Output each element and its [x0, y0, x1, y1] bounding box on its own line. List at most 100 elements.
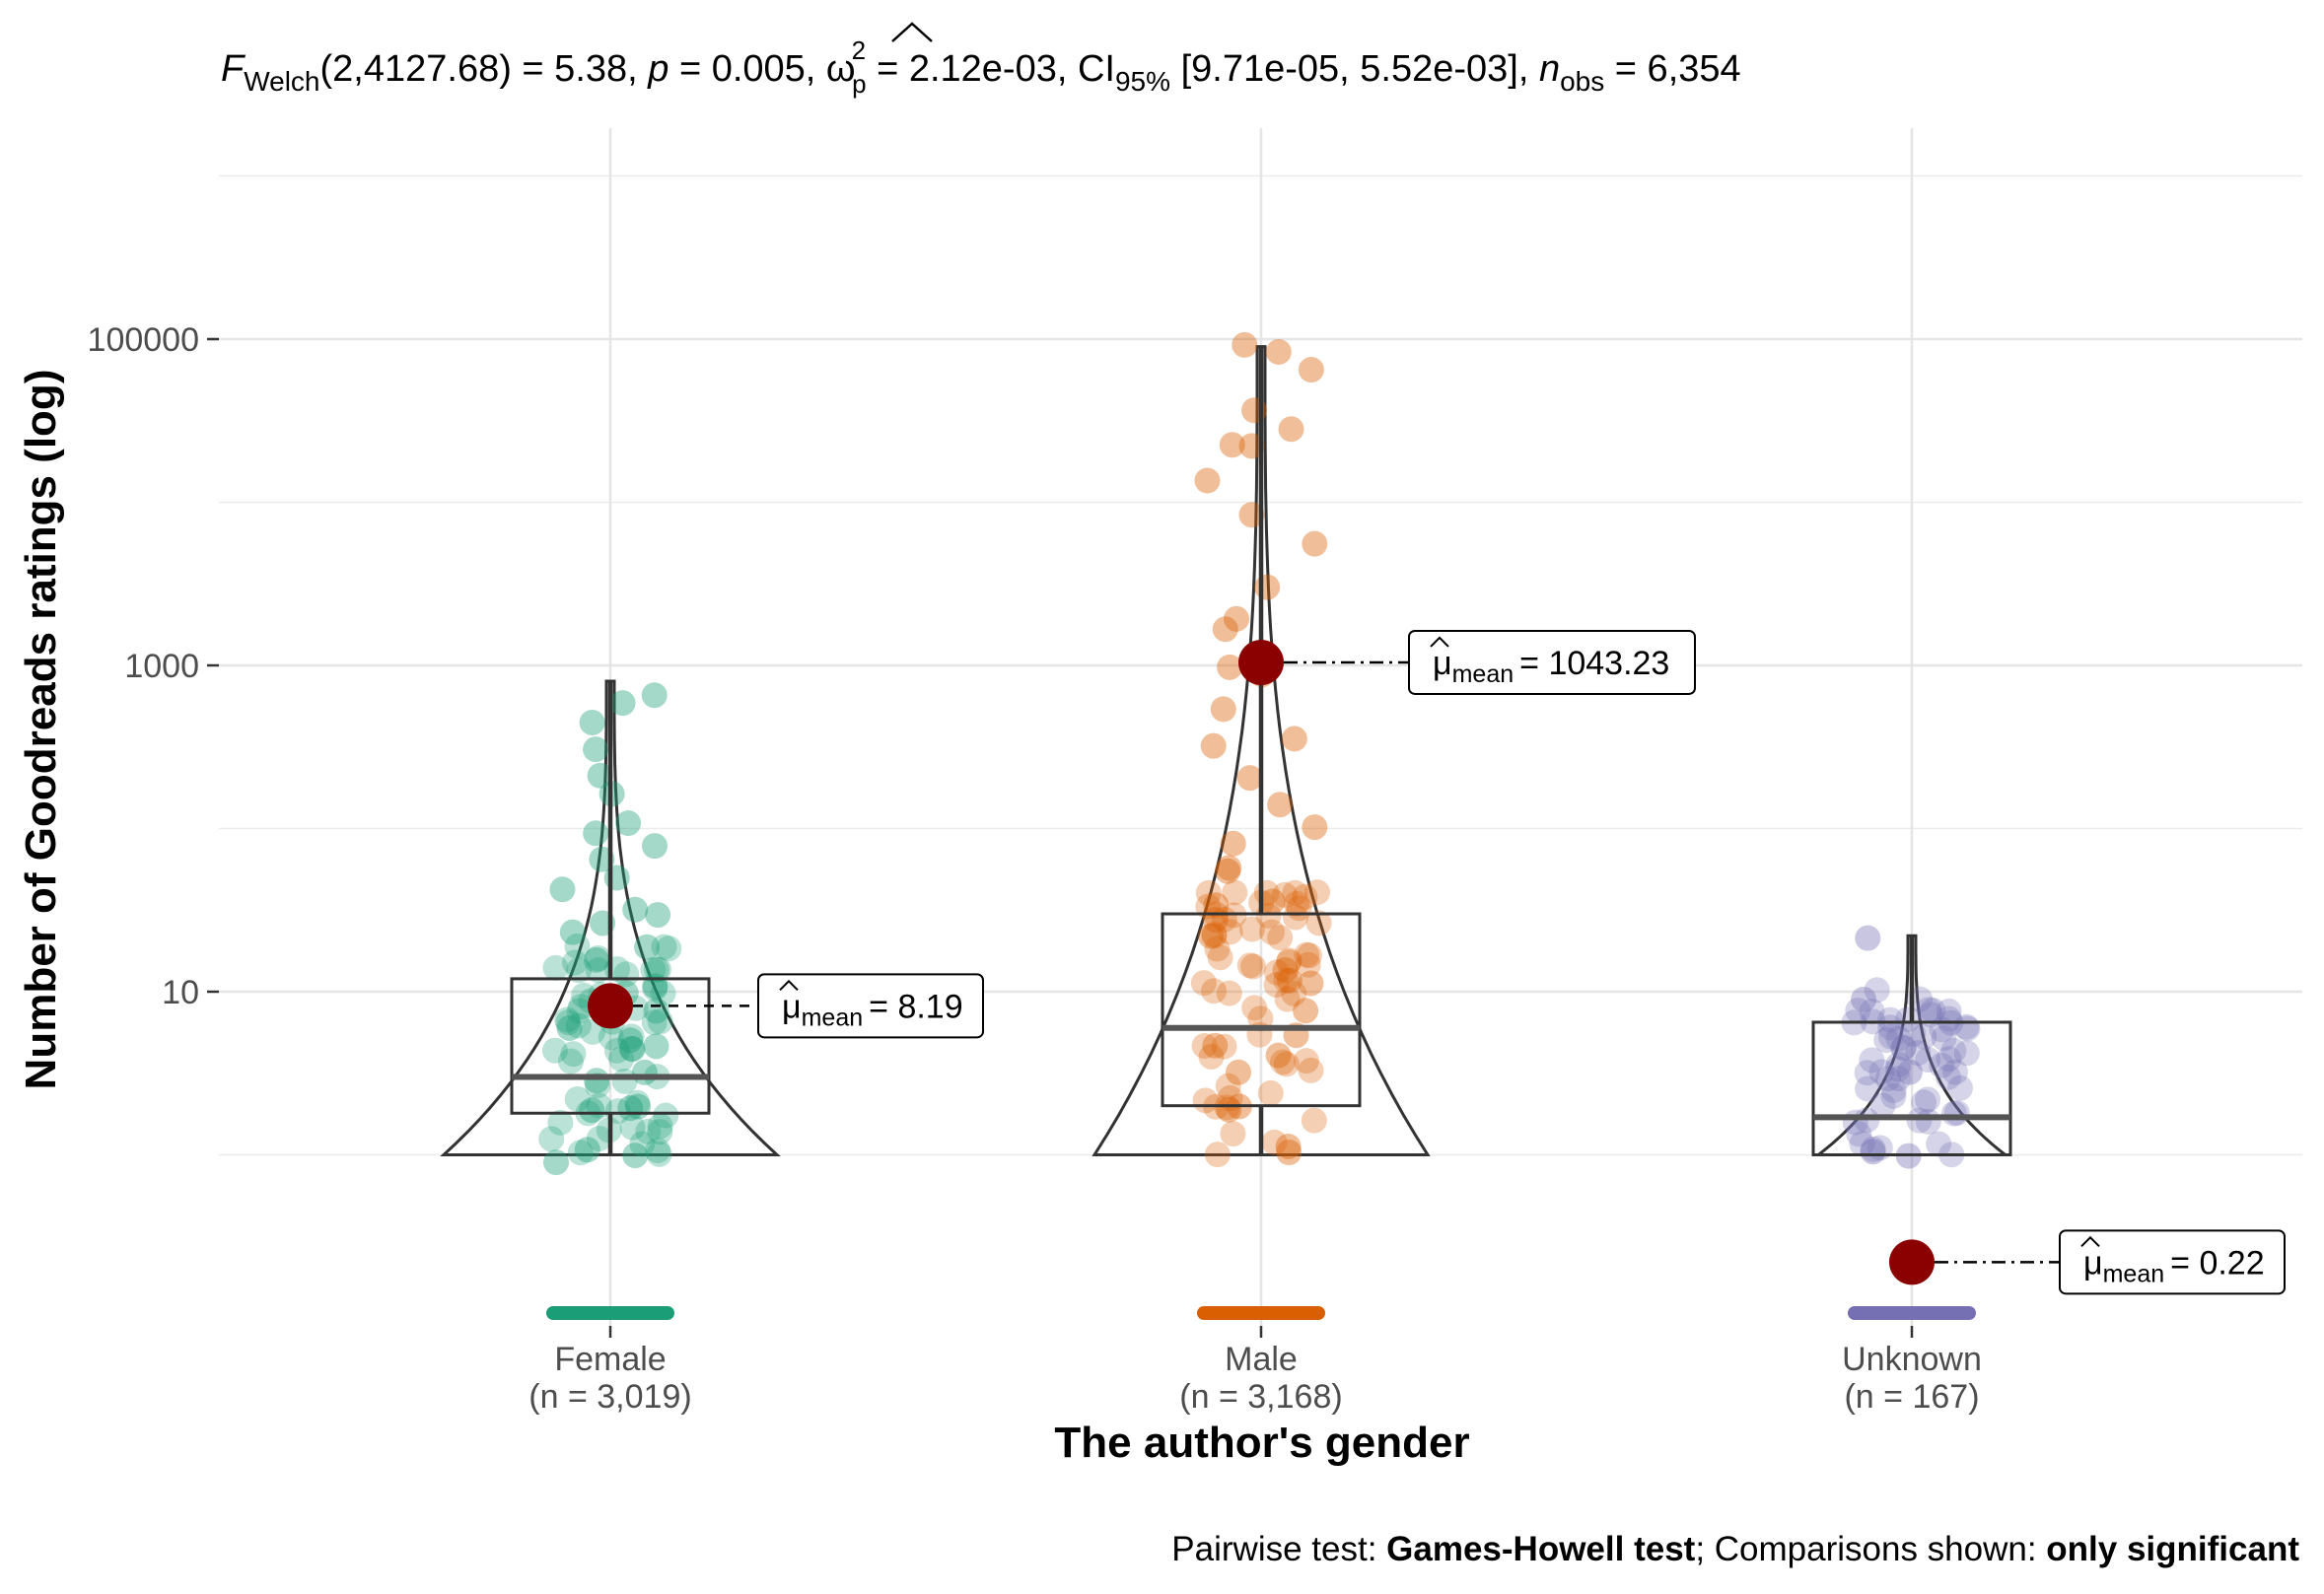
point-female-12 [643, 998, 669, 1024]
dense-point-unknown-58 [1880, 1076, 1907, 1103]
dense-point-male-19 [1211, 1033, 1237, 1060]
y-tick-label-1: 1000 [124, 648, 199, 685]
dense-point-female-57 [557, 1048, 584, 1074]
point-male-9 [1298, 970, 1324, 997]
dense-point-male-10 [1282, 879, 1308, 906]
dense-point-male-22 [1269, 1049, 1296, 1075]
dense-point-unknown-57 [1916, 997, 1942, 1023]
dense-point-female-10 [547, 1109, 574, 1136]
point-female-2 [622, 1143, 649, 1169]
dense-point-male-8 [1293, 1048, 1319, 1074]
mu-hat-icon-unknown [2080, 1235, 2100, 1248]
point-unknown-4 [1855, 925, 1881, 951]
violin-unknown [1814, 934, 2010, 1156]
point-female-28 [587, 762, 613, 789]
dense-point-unknown-48 [1931, 1025, 1957, 1052]
point-female-17 [559, 919, 586, 945]
dense-point-female-38 [542, 954, 569, 981]
dense-point-unknown-41 [1940, 1037, 1967, 1064]
point-male-39 [1232, 331, 1258, 358]
dense-point-female-33 [629, 1131, 656, 1157]
point-female-9 [617, 1027, 644, 1054]
mean-label-box-male [1408, 629, 1696, 695]
dense-point-female-42 [624, 1089, 651, 1116]
dense-point-male-46 [1267, 925, 1294, 951]
point-male-3 [1216, 1096, 1242, 1123]
dense-point-male-4 [1305, 910, 1332, 936]
dense-point-male-55 [1195, 879, 1222, 906]
dense-point-unknown-33 [1877, 1023, 1904, 1050]
dense-point-unknown-20 [1864, 977, 1890, 1004]
dense-point-female-5 [580, 1018, 606, 1045]
dense-point-male-32 [1258, 919, 1285, 945]
dense-point-unknown-30 [1936, 1005, 1962, 1032]
dense-point-unknown-53 [1915, 1046, 1941, 1073]
dense-point-unknown-44 [1885, 1066, 1912, 1092]
axes: 10 1000 100000 Female(n = 3,019) Male(n = 3,… [88, 321, 1982, 1416]
dense-point-unknown-3 [1953, 1040, 1980, 1067]
point-male-24 [1210, 696, 1236, 723]
dense-point-unknown-46 [1885, 1056, 1912, 1082]
dense-point-male-53 [1207, 944, 1233, 971]
dense-point-female-46 [611, 1068, 638, 1094]
dense-point-unknown-40 [1936, 1046, 1962, 1073]
dense-point-male-29 [1271, 881, 1298, 908]
dense-point-male-14 [1273, 967, 1300, 994]
dense-point-unknown-59 [1855, 1075, 1881, 1102]
mu-hat-icon-female [779, 979, 799, 992]
point-female-10 [643, 1033, 669, 1060]
dense-point-male-25 [1204, 1142, 1231, 1168]
dense-point-unknown-32 [1873, 1027, 1900, 1054]
dense-point-male-40 [1257, 1079, 1284, 1106]
point-male-26 [1217, 654, 1243, 680]
dense-point-male-9 [1276, 947, 1303, 974]
point-female-25 [583, 820, 609, 847]
dense-point-male-42 [1263, 971, 1290, 998]
dense-point-male-51 [1296, 942, 1322, 969]
dense-point-male-57 [1292, 883, 1318, 910]
dense-point-male-43 [1217, 919, 1243, 945]
zero-points-male [1197, 1306, 1325, 1320]
caption: Pairwise test: Games-Howell test; Compar… [1171, 1530, 2299, 1568]
dense-point-unknown-45 [1929, 1052, 1955, 1078]
dense-point-male-24 [1298, 1057, 1324, 1083]
dense-point-unknown-2 [1885, 1025, 1912, 1052]
dense-point-female-8 [635, 1118, 662, 1144]
dense-point-unknown-18 [1946, 1074, 1973, 1101]
dense-point-unknown-43 [1906, 1107, 1933, 1134]
x-tick-n-unknown: (n = 167) [1844, 1378, 1979, 1416]
dense-point-female-18 [567, 1140, 594, 1166]
dense-point-male-3 [1294, 941, 1320, 968]
x-tick-n-female: (n = 3,019) [528, 1378, 691, 1416]
dense-point-female-19 [538, 1126, 565, 1152]
dense-point-unknown-14 [1846, 1121, 1872, 1147]
dense-point-female-30 [618, 1023, 645, 1050]
dense-point-male-12 [1201, 923, 1228, 949]
dense-point-male-18 [1240, 953, 1267, 980]
point-male-27 [1212, 616, 1238, 643]
dense-point-male-13 [1284, 890, 1310, 917]
point-male-12 [1198, 923, 1225, 949]
point-male-35 [1278, 416, 1304, 443]
y-tick-label-2: 100000 [88, 321, 199, 359]
mean-point-male [1238, 639, 1284, 685]
point-female-30 [579, 709, 605, 735]
dense-point-unknown-1 [1900, 1020, 1927, 1047]
dense-point-unknown-52 [1911, 1089, 1937, 1116]
y-axis-title: Number of Goodreads ratings (log) [17, 370, 65, 1090]
point-male-34 [1219, 432, 1245, 458]
x-tick-n-male: (n = 3,168) [1179, 1378, 1342, 1416]
point-male-8 [1293, 998, 1319, 1024]
dense-point-unknown-21 [1890, 1035, 1917, 1062]
dense-point-male-2 [1263, 959, 1290, 986]
dense-point-male-50 [1282, 904, 1308, 931]
box-female [510, 977, 711, 1115]
dense-point-unknown-36 [1895, 1006, 1922, 1033]
point-male-11 [1272, 957, 1299, 984]
dense-point-male-39 [1261, 1129, 1288, 1155]
point-male-20 [1267, 792, 1294, 818]
dense-point-unknown-28 [1920, 998, 1946, 1024]
mean-label-female: μmean = 8.19 [782, 988, 963, 1031]
dense-point-male-34 [1273, 1051, 1300, 1077]
